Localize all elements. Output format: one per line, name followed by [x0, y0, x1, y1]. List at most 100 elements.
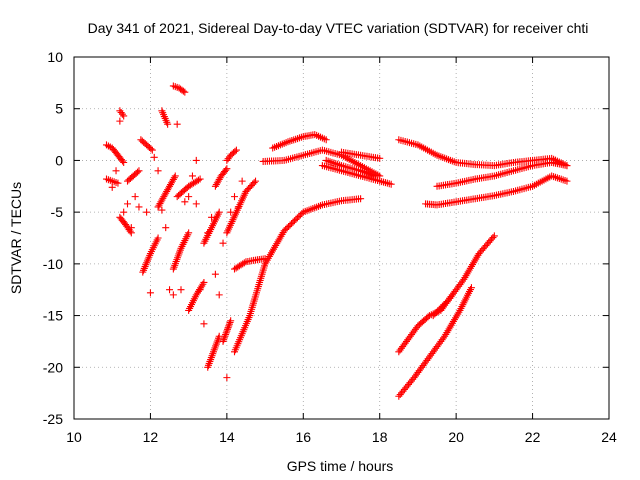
arc-a17-point	[221, 332, 229, 340]
scatter-point	[112, 167, 120, 175]
arc-a13-point	[198, 282, 206, 290]
scatter-point	[215, 291, 223, 299]
scatter-point	[192, 200, 200, 208]
arc-a19-point	[250, 179, 258, 187]
arc-a10-point	[181, 88, 189, 96]
x-tick-labels: 10 12 14 16 18 20 22 24	[66, 429, 617, 445]
y-tick-label: -5	[51, 204, 64, 220]
arc-c5-point	[429, 312, 437, 320]
scatter-point	[158, 206, 166, 214]
x-tick-label: 10	[66, 429, 82, 445]
scatter-point	[166, 286, 174, 294]
arc-a7-point	[154, 234, 162, 242]
arc-a1-point	[120, 158, 128, 166]
arc-c2-point	[563, 177, 571, 185]
arc-a17-point	[224, 324, 232, 332]
scatter-point	[173, 120, 181, 128]
arc-a12-point	[196, 175, 204, 183]
arc-c5-point	[489, 234, 497, 242]
arc-a1-point	[119, 157, 127, 165]
arc-b1-point	[322, 136, 330, 144]
y-tick-label: -15	[43, 308, 63, 324]
scatter-point	[211, 270, 219, 278]
y-tick-label: 5	[55, 101, 63, 117]
data-points	[102, 82, 571, 400]
scatter-point	[227, 208, 235, 216]
scatter-point	[108, 183, 116, 191]
arc-a17-point	[220, 336, 228, 344]
x-tick-label: 22	[525, 429, 541, 445]
arc-c5-point	[490, 232, 498, 240]
x-tick-label: 24	[601, 429, 617, 445]
arc-a17-point	[223, 325, 231, 333]
scatter-point	[131, 193, 139, 201]
arc-c3-point	[563, 162, 571, 170]
x-tick-label: 14	[219, 429, 235, 445]
arc-a17-point	[223, 327, 231, 335]
arc-a17-point	[220, 334, 228, 342]
arc-c5-point	[432, 308, 440, 316]
arc-a8-point	[171, 172, 179, 180]
arc-a17-point	[226, 318, 234, 326]
y-axis-label: SDTVAR / TECUs	[8, 182, 24, 294]
x-tick-label: 20	[448, 429, 464, 445]
x-tick-label: 16	[295, 429, 311, 445]
arc-a16-point	[223, 165, 231, 173]
arc-a6-point	[147, 145, 155, 153]
scatter-point	[185, 193, 193, 201]
arc-a14-point	[215, 208, 223, 216]
arc-a3-point	[120, 112, 128, 120]
scatter-point	[204, 229, 212, 237]
y-tick-label: 10	[47, 49, 63, 65]
arc-c5-point	[437, 304, 445, 312]
arc-a3-point	[118, 110, 126, 118]
arc-c5-point	[435, 305, 443, 313]
scatter-point	[120, 208, 128, 216]
arc-a13-point	[192, 291, 200, 299]
arc-a13-point	[200, 278, 208, 286]
scatter-point	[234, 203, 242, 211]
arc-c5-point	[459, 277, 467, 285]
scatter-point	[231, 193, 238, 201]
scatter-point	[223, 374, 231, 382]
scatter-point	[192, 156, 200, 164]
arc-a20-point	[240, 259, 248, 267]
scatter-point	[169, 291, 177, 299]
arc-a17-point	[225, 322, 233, 330]
arc-a13-point	[194, 287, 202, 295]
y-tick-labels: -25 -20 -15 -10 -5 0 5 10	[43, 49, 63, 427]
arc-b4-point	[387, 180, 395, 188]
arc-c6-point	[467, 284, 475, 292]
arc-a5-point	[126, 227, 134, 235]
scatter-point	[143, 208, 151, 216]
arc-b5-point	[376, 154, 384, 162]
arc-a8-point	[170, 174, 178, 182]
plot-frame	[73, 56, 610, 420]
arc-a9-point	[164, 120, 172, 128]
arc-c5-point	[434, 307, 442, 315]
arc-a4-point	[135, 167, 143, 175]
y-tick-label: -25	[43, 411, 63, 427]
arc-a17-point	[219, 337, 227, 345]
x-tick-label: 18	[372, 429, 388, 445]
arc-c5-point	[441, 299, 449, 307]
x-axis-label: GPS time / hours	[287, 458, 394, 474]
scatter-point	[177, 286, 185, 294]
scatter-point	[154, 167, 162, 175]
arc-a17-point	[225, 320, 233, 328]
arc-a19-point	[252, 177, 260, 185]
scatter-point	[135, 203, 143, 211]
arc-a17-point	[222, 331, 230, 339]
arc-a18-point	[232, 146, 240, 154]
scatter-point	[196, 286, 204, 294]
scatter-point	[127, 224, 135, 232]
arc-a18-point	[231, 147, 239, 155]
scatter-point	[124, 200, 131, 208]
arc-c5-point	[438, 302, 446, 310]
axis-ticks	[73, 56, 610, 420]
arc-a11-point	[185, 229, 193, 237]
scatter-point	[162, 224, 170, 232]
scatter-point	[219, 239, 227, 247]
y-tick-label: 0	[55, 152, 63, 168]
